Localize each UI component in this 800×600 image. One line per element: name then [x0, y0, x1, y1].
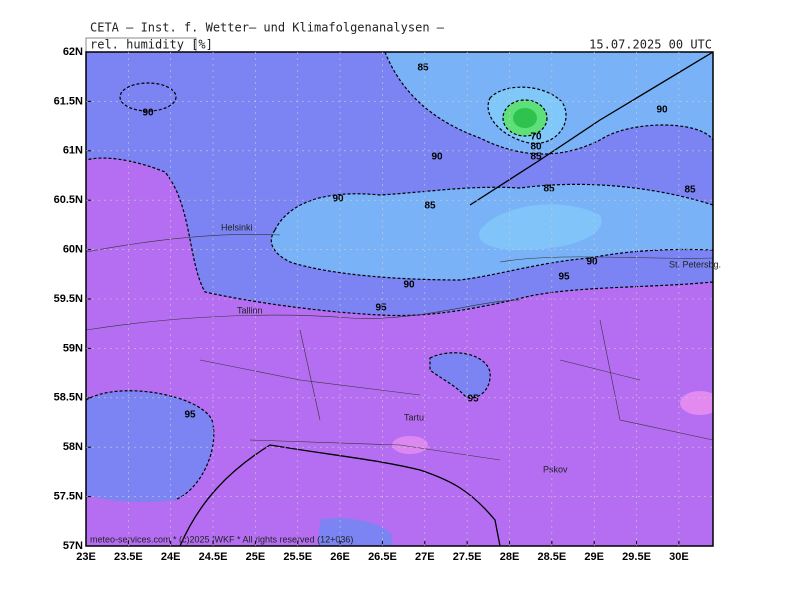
- contour-label: 85: [417, 63, 429, 74]
- humid-high-area: [392, 436, 428, 454]
- contour-label: 85: [684, 185, 696, 196]
- y-tick-label: 58.5N: [54, 392, 83, 404]
- humid-90-area: [318, 518, 392, 546]
- contour-line: [487, 86, 567, 144]
- humid-90-area: [86, 390, 214, 503]
- contour-label: 90: [656, 105, 668, 116]
- contour-labels: 85 90 90 90 70 80 85 85 85 90 85 90 95 9…: [142, 63, 696, 421]
- x-tick-label: 30E: [669, 551, 689, 563]
- contour-line: [270, 183, 713, 281]
- y-tick-label: 57.5N: [54, 491, 83, 503]
- city-labels: Helsinki Tallinn Tartu Pskov St. Petersb…: [221, 222, 721, 474]
- contour-label: 70: [530, 132, 542, 143]
- admin-border: [199, 319, 713, 461]
- y-tick-label: 60N: [63, 244, 83, 256]
- contour-label: 90: [586, 257, 598, 268]
- x-tick-label: 23.5E: [114, 551, 143, 563]
- humid-90-area: [430, 352, 491, 398]
- humid-high-area: [680, 391, 713, 415]
- y-tick-label: 61.5N: [54, 95, 83, 107]
- contour-label: 95: [558, 272, 570, 283]
- x-tick-label: 28.5E: [537, 551, 566, 563]
- contour-line: [384, 52, 713, 155]
- country-border: [469, 52, 713, 206]
- x-tick-label: 27.5E: [453, 551, 482, 563]
- x-tick-label: 27E: [415, 551, 435, 563]
- x-tick-label: 24.5E: [199, 551, 228, 563]
- contour-label: 85: [424, 201, 436, 212]
- city-label: Helsinki: [221, 222, 253, 232]
- contour-label: 95: [467, 394, 479, 405]
- contour-label: 90: [403, 280, 415, 291]
- contour-label: 85: [543, 184, 555, 195]
- date-label: 15.07.2025 00 UTC: [589, 38, 712, 52]
- y-tick-label: 62N: [63, 46, 83, 58]
- x-tick-label: 26E: [330, 551, 350, 563]
- contour-line: [119, 82, 177, 112]
- y-tick-label: 58N: [63, 441, 83, 453]
- contour-label: 90: [332, 194, 344, 205]
- map-field: [86, 52, 713, 546]
- y-tick-label: 60.5N: [54, 194, 83, 206]
- x-tick-label: 28E: [500, 551, 520, 563]
- x-tick-label: 23E: [76, 551, 96, 563]
- contour-label: 80: [530, 142, 542, 153]
- humid-60-area: [513, 108, 537, 128]
- y-tick-label: 61N: [63, 145, 83, 157]
- x-tick-label: 29.5E: [622, 551, 651, 563]
- contour-line: [86, 390, 215, 501]
- x-tick-label: 26.5E: [368, 551, 397, 563]
- contour-label: 95: [375, 303, 387, 314]
- y-tick-label: 59.5N: [54, 293, 83, 305]
- field-label: rel. humidity [%]: [90, 38, 213, 52]
- contour-label: 85: [530, 152, 542, 163]
- city-label: Pskov: [543, 464, 568, 474]
- x-tick-label: 29E: [584, 551, 604, 563]
- x-tick-label: 25E: [246, 551, 266, 563]
- footer-credit: meteo-services.com * (c)2025 IWKF * All …: [90, 534, 353, 544]
- contour-line: [86, 157, 713, 317]
- contour-label: 90: [142, 108, 154, 119]
- x-tick-label: 24E: [161, 551, 181, 563]
- coastline: [86, 234, 713, 331]
- city-label: St. Petersbg.: [669, 259, 721, 269]
- contour-line: [502, 99, 548, 137]
- country-border: [179, 444, 501, 546]
- header-title: CETA — Inst. f. Wetter— und Klimafolgena…: [90, 21, 445, 35]
- contour-line: [429, 352, 491, 399]
- y-tick-label: 59N: [63, 342, 83, 354]
- city-label: Tartu: [404, 412, 424, 422]
- y-tick-label: 57N: [63, 540, 83, 552]
- city-label: Tallinn: [237, 305, 263, 315]
- contour-label: 95: [184, 410, 196, 421]
- x-tick-label: 25.5E: [283, 551, 312, 563]
- axes: 62N 61.5N 61N 60.5N 60N 59.5N 59N 58.5N 58N 57.5N…: [54, 46, 713, 563]
- contour-label: 90: [431, 152, 443, 163]
